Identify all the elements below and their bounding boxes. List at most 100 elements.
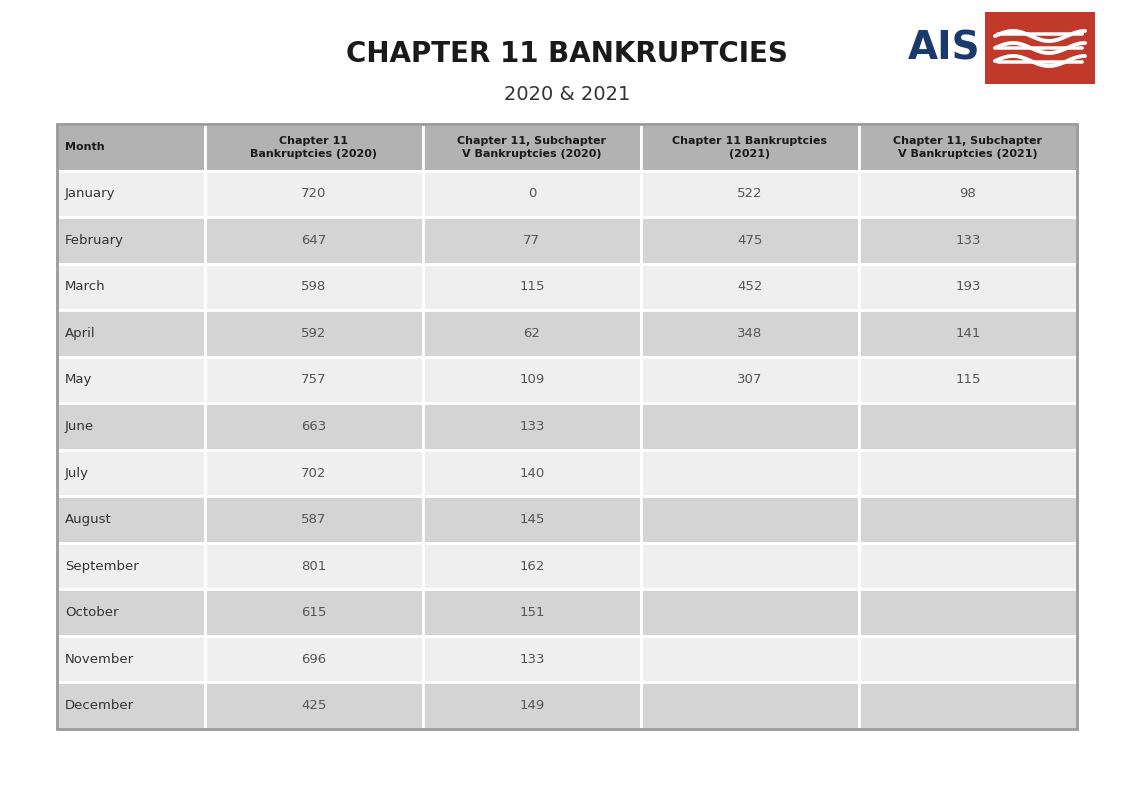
Text: 115: 115 bbox=[519, 280, 544, 294]
Bar bbox=[423, 264, 641, 310]
Bar bbox=[423, 403, 641, 449]
Text: February: February bbox=[65, 234, 124, 247]
Text: 162: 162 bbox=[519, 560, 544, 572]
Text: 647: 647 bbox=[302, 234, 327, 247]
Bar bbox=[205, 496, 423, 543]
Bar bbox=[641, 124, 858, 171]
Bar bbox=[423, 543, 641, 589]
Text: May: May bbox=[65, 373, 92, 387]
Text: 140: 140 bbox=[519, 467, 544, 480]
Bar bbox=[858, 171, 1077, 217]
Text: 145: 145 bbox=[519, 513, 544, 526]
Bar bbox=[641, 357, 858, 403]
Text: 109: 109 bbox=[519, 373, 544, 387]
Bar bbox=[641, 403, 858, 449]
Text: Chapter 11 Bankruptcies
(2021): Chapter 11 Bankruptcies (2021) bbox=[672, 136, 828, 159]
Bar bbox=[57, 496, 205, 543]
Bar bbox=[858, 543, 1077, 589]
Text: CHAPTER 11 BANKRUPTCIES: CHAPTER 11 BANKRUPTCIES bbox=[346, 40, 788, 68]
Text: 587: 587 bbox=[302, 513, 327, 526]
Bar bbox=[423, 589, 641, 636]
Text: January: January bbox=[65, 187, 116, 200]
Text: Chapter 11, Subchapter
V Bankruptcies (2021): Chapter 11, Subchapter V Bankruptcies (2… bbox=[894, 136, 1042, 159]
Bar bbox=[423, 124, 641, 171]
Bar bbox=[641, 683, 858, 729]
Bar bbox=[205, 589, 423, 636]
Bar bbox=[423, 683, 641, 729]
Bar bbox=[641, 496, 858, 543]
Text: June: June bbox=[65, 420, 94, 433]
Bar bbox=[858, 124, 1077, 171]
Bar bbox=[641, 310, 858, 357]
Bar bbox=[57, 636, 205, 683]
Text: 77: 77 bbox=[524, 234, 540, 247]
Bar bbox=[858, 636, 1077, 683]
Bar bbox=[57, 683, 205, 729]
Bar bbox=[57, 449, 205, 496]
Text: August: August bbox=[65, 513, 112, 526]
Bar bbox=[641, 449, 858, 496]
Bar bbox=[641, 589, 858, 636]
Text: 452: 452 bbox=[737, 280, 762, 294]
Bar bbox=[205, 264, 423, 310]
Text: 702: 702 bbox=[302, 467, 327, 480]
Text: 141: 141 bbox=[955, 327, 981, 340]
Bar bbox=[57, 310, 205, 357]
Text: 0: 0 bbox=[527, 187, 536, 200]
Bar bbox=[858, 496, 1077, 543]
Text: 348: 348 bbox=[737, 327, 762, 340]
Bar bbox=[641, 636, 858, 683]
Text: 522: 522 bbox=[737, 187, 763, 200]
Bar bbox=[985, 12, 1095, 84]
Bar bbox=[423, 496, 641, 543]
Text: 598: 598 bbox=[302, 280, 327, 294]
Bar bbox=[57, 357, 205, 403]
Text: 801: 801 bbox=[302, 560, 327, 572]
Text: AIS: AIS bbox=[907, 29, 980, 67]
Text: October: October bbox=[65, 606, 118, 619]
Bar bbox=[858, 357, 1077, 403]
Bar bbox=[641, 171, 858, 217]
Bar bbox=[423, 357, 641, 403]
Text: 62: 62 bbox=[524, 327, 540, 340]
Text: 757: 757 bbox=[301, 373, 327, 387]
Bar bbox=[858, 589, 1077, 636]
Bar bbox=[423, 636, 641, 683]
Text: March: March bbox=[65, 280, 105, 294]
Bar bbox=[57, 171, 205, 217]
Bar bbox=[858, 310, 1077, 357]
Bar bbox=[205, 683, 423, 729]
Bar bbox=[423, 310, 641, 357]
Bar bbox=[57, 124, 205, 171]
Bar bbox=[205, 403, 423, 449]
Bar bbox=[858, 403, 1077, 449]
Bar bbox=[205, 171, 423, 217]
Text: November: November bbox=[65, 653, 134, 665]
Bar bbox=[57, 217, 205, 264]
Text: 475: 475 bbox=[737, 234, 762, 247]
Bar bbox=[858, 217, 1077, 264]
Text: 115: 115 bbox=[955, 373, 981, 387]
Text: September: September bbox=[65, 560, 138, 572]
Bar bbox=[858, 264, 1077, 310]
Bar bbox=[205, 217, 423, 264]
Text: 149: 149 bbox=[519, 700, 544, 712]
Bar bbox=[641, 217, 858, 264]
Bar bbox=[57, 124, 1077, 729]
Text: July: July bbox=[65, 467, 88, 480]
Text: 696: 696 bbox=[302, 653, 327, 665]
Text: Month: Month bbox=[65, 142, 104, 152]
Text: 720: 720 bbox=[302, 187, 327, 200]
Text: 193: 193 bbox=[955, 280, 981, 294]
Text: 98: 98 bbox=[959, 187, 976, 200]
Text: December: December bbox=[65, 700, 134, 712]
Bar bbox=[205, 449, 423, 496]
Text: Chapter 11
Bankruptcies (2020): Chapter 11 Bankruptcies (2020) bbox=[251, 136, 378, 159]
Text: 615: 615 bbox=[302, 606, 327, 619]
Text: 663: 663 bbox=[302, 420, 327, 433]
Bar bbox=[57, 589, 205, 636]
Text: 133: 133 bbox=[519, 653, 544, 665]
Bar bbox=[423, 449, 641, 496]
Bar bbox=[205, 124, 423, 171]
Bar bbox=[858, 449, 1077, 496]
